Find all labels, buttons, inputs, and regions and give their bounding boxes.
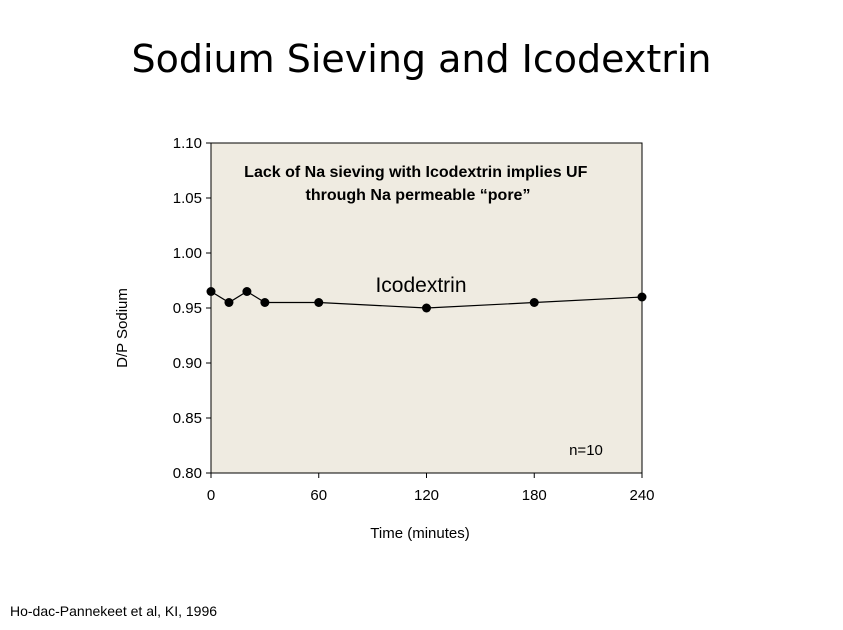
y-axis: 0.80 0.85 0.90 0.95 1.00 1.05 1.10 bbox=[173, 135, 211, 482]
x-tick-label: 120 bbox=[414, 487, 439, 504]
data-point bbox=[314, 298, 324, 307]
data-point bbox=[260, 298, 270, 307]
citation: Ho-dac-Pannekeet et al, KI, 1996 bbox=[10, 603, 218, 619]
y-tick-label: 1.10 bbox=[173, 135, 202, 152]
x-tick-label: 0 bbox=[207, 487, 215, 504]
data-point bbox=[422, 303, 431, 313]
data-point bbox=[242, 287, 252, 296]
data-point bbox=[637, 292, 647, 302]
x-tick-label: 240 bbox=[629, 487, 654, 504]
y-axis-label: D/P Sodium bbox=[114, 288, 131, 368]
series-label: Icodextrin bbox=[375, 274, 466, 297]
y-tick-label: 0.95 bbox=[173, 300, 202, 317]
chart-annotation-line-1: Lack of Na sieving with Icodextrin impli… bbox=[244, 164, 587, 181]
sample-size-label: n=10 bbox=[569, 442, 603, 459]
series-icodextrin bbox=[206, 287, 647, 313]
data-point bbox=[206, 287, 216, 296]
x-axis-label: Time (minutes) bbox=[370, 525, 469, 542]
chart-annotation-line-2: through Na permeable “pore” bbox=[306, 187, 531, 204]
y-tick-label: 1.05 bbox=[173, 190, 202, 207]
slide-title: Sodium Sieving and Icodextrin bbox=[131, 37, 712, 81]
data-point bbox=[224, 298, 234, 307]
chart-annotation: Lack of Na sieving with Icodextrin impli… bbox=[244, 164, 592, 204]
data-point bbox=[529, 298, 539, 307]
y-tick-label: 0.80 bbox=[173, 465, 202, 482]
y-tick-label: 0.90 bbox=[173, 355, 202, 372]
x-tick-label: 60 bbox=[310, 487, 327, 504]
y-tick-label: 0.85 bbox=[173, 410, 202, 427]
y-tick-label: 1.00 bbox=[173, 245, 202, 262]
x-tick-label: 180 bbox=[522, 487, 547, 504]
x-axis: 0 60 120 180 240 bbox=[207, 473, 655, 504]
